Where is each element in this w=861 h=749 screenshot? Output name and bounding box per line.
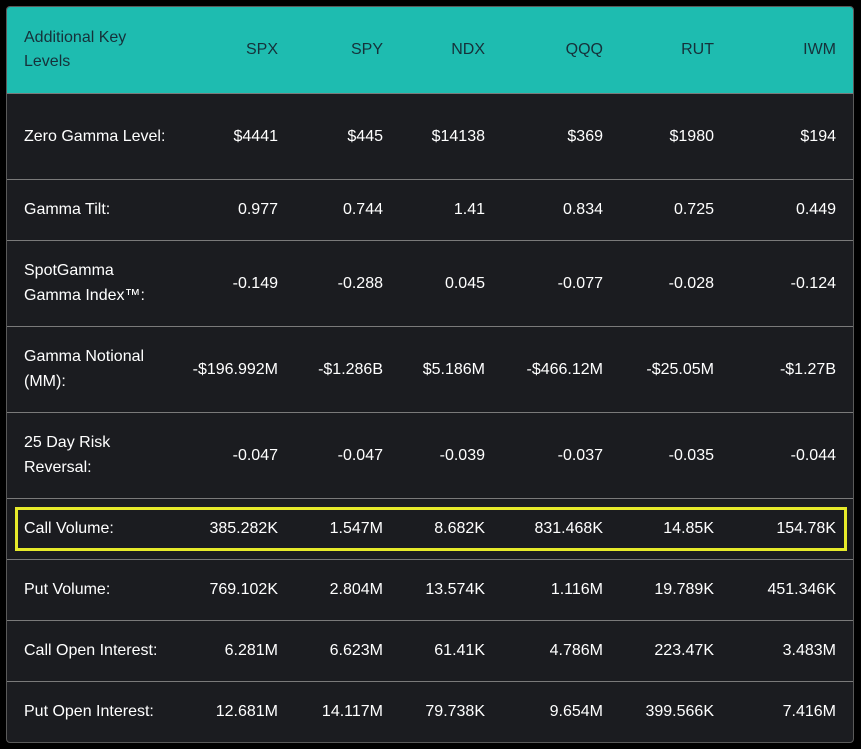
- cell-rut: 223.47K: [621, 619, 732, 681]
- cell-qqq: 831.468K: [503, 497, 621, 559]
- cell-ndx: $14138: [401, 92, 503, 179]
- cell-spx: 12.681M: [172, 680, 296, 742]
- row-call-volume: Call Volume: 385.282K 1.547M 8.682K 831.…: [7, 497, 853, 559]
- cell-iwm: -0.044: [732, 411, 853, 498]
- cell-rut: 399.566K: [621, 680, 732, 742]
- row-25-day-risk-reversal: 25 Day Risk Reversal: -0.047 -0.047 -0.0…: [7, 411, 853, 498]
- header-qqq: QQQ: [503, 7, 621, 93]
- cell-spy: -0.047: [296, 411, 401, 498]
- key-levels-table: Additional Key Levels SPX SPY NDX QQQ RU…: [7, 7, 853, 742]
- header-rut: RUT: [621, 7, 732, 93]
- cell-qqq: $369: [503, 92, 621, 179]
- row-label: Call Volume:: [7, 497, 172, 559]
- cell-spy: 2.804M: [296, 558, 401, 620]
- header-spy: SPY: [296, 7, 401, 93]
- row-put-volume: Put Volume: 769.102K 2.804M 13.574K 1.11…: [7, 558, 853, 620]
- cell-ndx: 79.738K: [401, 680, 503, 742]
- header-row: Additional Key Levels SPX SPY NDX QQQ RU…: [7, 7, 853, 93]
- row-label: Put Volume:: [7, 558, 172, 620]
- cell-spx: -$196.992M: [172, 325, 296, 412]
- cell-spy: 14.117M: [296, 680, 401, 742]
- cell-qqq: 0.834: [503, 178, 621, 240]
- row-label: Put Open Interest:: [7, 680, 172, 742]
- header-spx: SPX: [172, 7, 296, 93]
- cell-qqq: -0.077: [503, 239, 621, 326]
- cell-spy: -$1.286B: [296, 325, 401, 412]
- header-ndx: NDX: [401, 7, 503, 93]
- cell-ndx: $5.186M: [401, 325, 503, 412]
- cell-spx: 769.102K: [172, 558, 296, 620]
- cell-rut: 0.725: [621, 178, 732, 240]
- cell-ndx: 0.045: [401, 239, 503, 326]
- cell-rut: -0.035: [621, 411, 732, 498]
- cell-qqq: 1.116M: [503, 558, 621, 620]
- key-levels-table-frame: Additional Key Levels SPX SPY NDX QQQ RU…: [6, 6, 854, 743]
- cell-rut: 14.85K: [621, 497, 732, 559]
- cell-rut: -$25.05M: [621, 325, 732, 412]
- cell-ndx: -0.039: [401, 411, 503, 498]
- cell-spx: $4441: [172, 92, 296, 179]
- cell-spy: -0.288: [296, 239, 401, 326]
- cell-ndx: 1.41: [401, 178, 503, 240]
- cell-spx: 6.281M: [172, 619, 296, 681]
- row-label: Zero Gamma Level:: [7, 92, 172, 179]
- cell-spy: 0.744: [296, 178, 401, 240]
- row-label: 25 Day Risk Reversal:: [7, 411, 172, 498]
- row-zero-gamma-level: Zero Gamma Level: $4441 $445 $14138 $369…: [7, 92, 853, 179]
- row-spotgamma-gamma-index: SpotGamma Gamma Index™: -0.149 -0.288 0.…: [7, 239, 853, 326]
- cell-spx: 385.282K: [172, 497, 296, 559]
- cell-qqq: 9.654M: [503, 680, 621, 742]
- cell-iwm: -0.124: [732, 239, 853, 326]
- row-gamma-notional: Gamma Notional (MM): -$196.992M -$1.286B…: [7, 325, 853, 412]
- cell-rut: 19.789K: [621, 558, 732, 620]
- cell-iwm: 0.449: [732, 178, 853, 240]
- cell-spx: -0.047: [172, 411, 296, 498]
- cell-spx: -0.149: [172, 239, 296, 326]
- cell-iwm: $194: [732, 92, 853, 179]
- cell-rut: -0.028: [621, 239, 732, 326]
- cell-ndx: 13.574K: [401, 558, 503, 620]
- cell-spy: 1.547M: [296, 497, 401, 559]
- cell-iwm: 451.346K: [732, 558, 853, 620]
- cell-spx: 0.977: [172, 178, 296, 240]
- cell-qqq: 4.786M: [503, 619, 621, 681]
- row-gamma-tilt: Gamma Tilt: 0.977 0.744 1.41 0.834 0.725…: [7, 178, 853, 240]
- row-call-open-interest: Call Open Interest: 6.281M 6.623M 61.41K…: [7, 619, 853, 681]
- cell-iwm: -$1.27B: [732, 325, 853, 412]
- cell-iwm: 7.416M: [732, 680, 853, 742]
- row-label: Gamma Notional (MM):: [7, 325, 172, 412]
- header-iwm: IWM: [732, 7, 853, 93]
- cell-rut: $1980: [621, 92, 732, 179]
- cell-qqq: -$466.12M: [503, 325, 621, 412]
- cell-qqq: -0.037: [503, 411, 621, 498]
- row-put-open-interest: Put Open Interest: 12.681M 14.117M 79.73…: [7, 680, 853, 742]
- cell-iwm: 3.483M: [732, 619, 853, 681]
- cell-spy: 6.623M: [296, 619, 401, 681]
- row-label: Call Open Interest:: [7, 619, 172, 681]
- header-label: Additional Key Levels: [7, 7, 172, 93]
- cell-ndx: 8.682K: [401, 497, 503, 559]
- cell-spy: $445: [296, 92, 401, 179]
- cell-iwm: 154.78K: [732, 497, 853, 559]
- row-label: SpotGamma Gamma Index™:: [7, 239, 172, 326]
- cell-ndx: 61.41K: [401, 619, 503, 681]
- row-label: Gamma Tilt:: [7, 178, 172, 240]
